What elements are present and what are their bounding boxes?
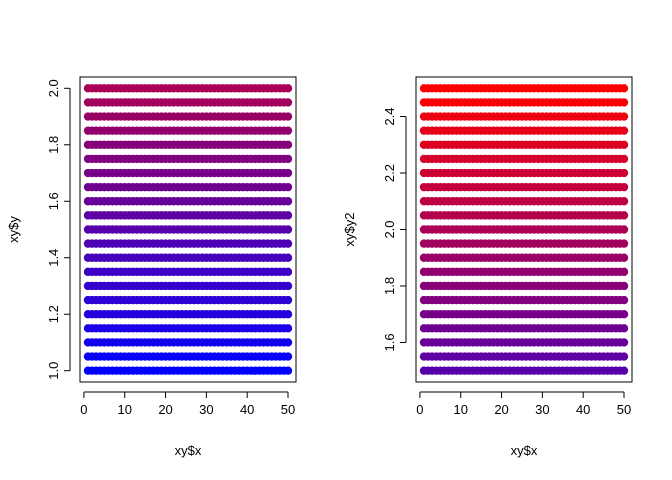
left-point xyxy=(283,352,293,361)
right-point xyxy=(619,352,629,361)
left-point xyxy=(283,98,293,107)
left-point xyxy=(283,211,293,220)
right-scatter-panel: xy$x xy$y2 0 10 20 30 40 50 1.6 1.8 2.0 2.2 2.4 xyxy=(342,76,633,458)
left-point xyxy=(283,366,293,375)
right-x-tick-label: 0 xyxy=(416,402,423,417)
left-y-axis-title: xy$y xyxy=(6,216,21,243)
left-point xyxy=(283,154,293,164)
left-point xyxy=(283,267,293,277)
right-point xyxy=(619,366,629,375)
right-x-tick-label: 50 xyxy=(617,402,631,417)
right-points xyxy=(419,84,629,375)
right-y-tick-label: 2.4 xyxy=(382,107,397,125)
right-point xyxy=(619,281,629,291)
right-x-tick-label: 40 xyxy=(576,402,590,417)
left-points xyxy=(83,84,293,375)
left-point xyxy=(283,281,293,291)
left-point xyxy=(283,182,293,192)
left-point xyxy=(283,239,293,248)
right-point xyxy=(619,324,629,333)
left-point xyxy=(283,324,293,333)
left-point xyxy=(283,225,293,234)
left-y-tick-label: 2.0 xyxy=(46,79,61,97)
right-point xyxy=(619,182,629,192)
right-point xyxy=(619,126,629,135)
left-scatter-panel: xy$x xy$y 0 10 20 30 40 50 1.0 1.2 1.4 1.6 1.8 2.0 xyxy=(6,76,297,458)
right-plot-frame xyxy=(415,76,633,383)
right-x-tick-label: 30 xyxy=(535,402,549,417)
right-point xyxy=(619,239,629,248)
right-y-axis-title: xy$y2 xyxy=(342,213,357,247)
right-y-tick-label: 1.6 xyxy=(382,333,397,351)
right-x-axis-title: xy$x xyxy=(511,443,538,458)
right-y-tick-label: 2.2 xyxy=(382,164,397,182)
right-x-tick-label: 10 xyxy=(454,402,468,417)
right-point xyxy=(619,98,629,107)
left-y-tick-label: 1.8 xyxy=(46,136,61,154)
left-x-tick-label: 40 xyxy=(240,402,254,417)
left-point xyxy=(283,338,293,347)
left-point xyxy=(283,140,293,149)
left-point xyxy=(283,295,293,305)
left-point xyxy=(283,197,293,206)
left-y-tick-label: 1.0 xyxy=(46,362,61,380)
right-y-tick-label: 2.0 xyxy=(382,220,397,238)
left-point xyxy=(283,126,293,135)
right-point xyxy=(619,225,629,234)
left-x-tick-label: 10 xyxy=(118,402,132,417)
left-point xyxy=(283,253,293,262)
right-point xyxy=(619,267,629,277)
left-x-tick-label: 30 xyxy=(199,402,213,417)
left-plot-frame xyxy=(79,76,297,383)
left-point xyxy=(283,168,293,178)
right-x-tick-label: 20 xyxy=(494,402,508,417)
left-y-tick-label: 1.2 xyxy=(46,305,61,323)
right-point xyxy=(619,112,629,121)
right-point xyxy=(619,253,629,262)
left-x-tick-label: 50 xyxy=(281,402,295,417)
right-point xyxy=(619,84,629,93)
right-point xyxy=(619,211,629,220)
right-y-tick-label: 1.8 xyxy=(382,277,397,295)
right-point xyxy=(619,310,629,319)
left-x-axis-title: xy$x xyxy=(175,443,202,458)
right-point xyxy=(619,168,629,178)
right-point xyxy=(619,338,629,347)
left-y-tick-label: 1.6 xyxy=(46,192,61,210)
left-point xyxy=(283,112,293,121)
left-point xyxy=(283,84,293,93)
right-point xyxy=(619,295,629,305)
left-y-tick-label: 1.4 xyxy=(46,249,61,267)
right-point xyxy=(619,140,629,149)
left-x-tick-label: 0 xyxy=(80,402,87,417)
left-point xyxy=(283,310,293,319)
right-point xyxy=(619,197,629,206)
left-x-tick-label: 20 xyxy=(158,402,172,417)
right-point xyxy=(619,154,629,164)
